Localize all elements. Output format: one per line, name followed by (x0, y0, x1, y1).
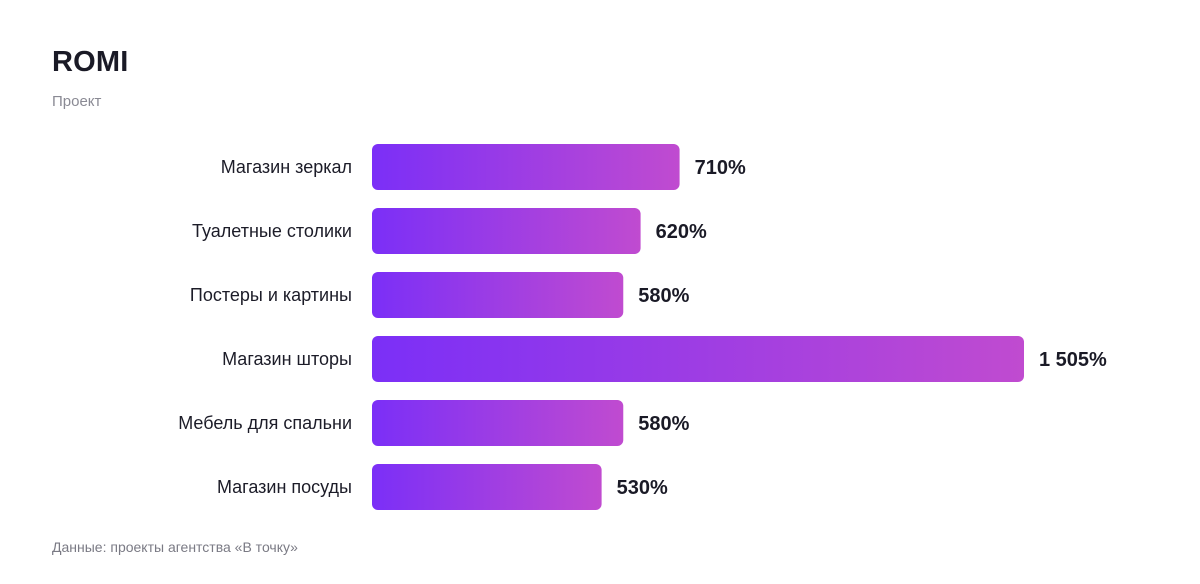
category-label: Туалетные столики (192, 221, 352, 241)
value-label: 530% (617, 477, 668, 499)
category-label: Магазин зеркал (221, 157, 352, 177)
bar (372, 464, 602, 510)
bar (372, 208, 641, 254)
chart-title: ROMI (52, 46, 129, 78)
value-label: 710% (695, 157, 746, 179)
bar (372, 144, 680, 190)
category-label: Мебель для спальни (178, 413, 352, 433)
value-label: 1 505% (1039, 349, 1107, 371)
bar (372, 336, 1024, 382)
value-label: 580% (638, 285, 689, 307)
bar (372, 272, 624, 318)
category-label: Постеры и картины (190, 285, 352, 305)
category-label: Магазин посуды (217, 477, 352, 497)
chart-subtitle: Проект (52, 93, 102, 110)
category-label: Магазин шторы (222, 349, 352, 369)
value-label: 620% (656, 221, 707, 243)
value-label: 580% (638, 413, 689, 435)
bar (372, 400, 624, 446)
data-source-footnote: Данные: проекты агентства «В точку» (52, 539, 298, 555)
